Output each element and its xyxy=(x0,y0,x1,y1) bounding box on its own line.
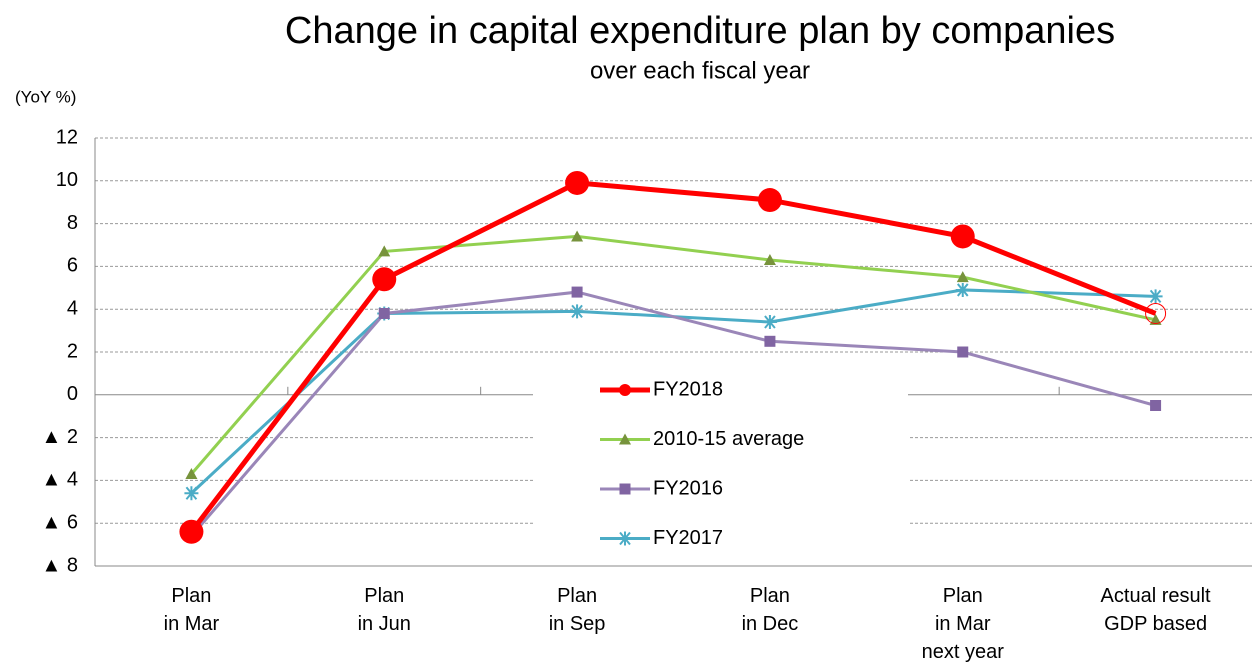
legend-label: FY2016 xyxy=(653,477,723,499)
marker xyxy=(619,483,631,495)
y-tick-label: 8 xyxy=(67,212,78,234)
marker xyxy=(619,384,631,396)
chart-subtitle: over each fiscal year xyxy=(590,57,810,84)
marker xyxy=(570,304,585,319)
marker xyxy=(619,433,631,445)
y-tick-label: 0 xyxy=(67,383,78,405)
legend-box xyxy=(533,366,908,561)
marker xyxy=(957,346,969,358)
x-tick-label: Plan in Dec xyxy=(742,585,799,635)
marker xyxy=(378,245,391,257)
y-tick-label: 2 xyxy=(67,340,78,362)
y-tick-label: ▲ 8 xyxy=(42,554,78,576)
y-tick-label: ▲ 2 xyxy=(42,426,78,448)
marker xyxy=(1148,289,1163,304)
marker xyxy=(764,335,776,347)
y-tick-label: 6 xyxy=(67,255,78,277)
marker xyxy=(571,286,583,298)
y-tick-label: ▲ 4 xyxy=(42,469,78,491)
marker xyxy=(565,170,590,195)
x-tick-label: Plan in Mar xyxy=(164,585,220,635)
marker xyxy=(571,230,584,242)
series-line xyxy=(190,234,1156,475)
marker xyxy=(950,224,975,249)
y-tick-label: 4 xyxy=(67,297,78,319)
marker xyxy=(185,467,198,479)
marker xyxy=(762,315,777,330)
x-tick-label: Plan in Jun xyxy=(358,585,411,635)
marker xyxy=(1149,313,1162,325)
legend-label: FY2018 xyxy=(653,378,723,400)
legend-label: FY2017 xyxy=(653,527,723,549)
y-axis-label: (YoY %) xyxy=(15,87,76,106)
y-tick-label: 12 xyxy=(56,126,78,148)
x-tick-label: Plan in Sep xyxy=(549,585,606,635)
y-tick-label: 10 xyxy=(56,169,78,191)
marker xyxy=(372,267,397,292)
marker xyxy=(179,519,204,544)
marker xyxy=(1150,400,1162,411)
x-tick-label: Plan in Mar next year xyxy=(922,585,1005,663)
series-line xyxy=(189,180,1157,534)
series-line xyxy=(190,290,1156,538)
marker xyxy=(618,531,632,546)
marker xyxy=(763,253,776,265)
x-tick-label: Actual result GDP based xyxy=(1101,585,1211,635)
y-tick-label: ▲ 6 xyxy=(42,511,78,533)
legend-label: 2010-15 average xyxy=(653,428,804,450)
marker xyxy=(955,282,970,297)
marker xyxy=(757,188,782,213)
chart-title: Change in capital expenditure plan by co… xyxy=(285,10,1115,52)
marker xyxy=(184,486,199,501)
marker xyxy=(378,307,390,319)
marker xyxy=(1145,302,1167,324)
marker xyxy=(956,271,969,283)
